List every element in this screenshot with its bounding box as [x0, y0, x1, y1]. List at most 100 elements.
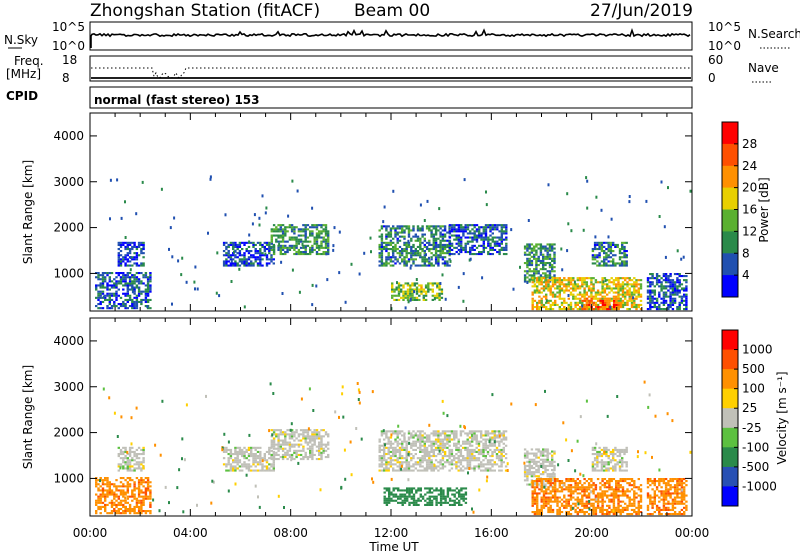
velocity-data-cell [277, 433, 279, 435]
velocity-data-cell [547, 455, 549, 457]
velocity-data-cell [136, 463, 138, 465]
power-data-cell [672, 302, 674, 304]
velocity-data-cell [127, 483, 129, 485]
power-data-cell [419, 252, 421, 254]
power-data-cell [538, 281, 540, 283]
power-data-cell [325, 245, 327, 247]
velocity-data-cell [136, 500, 138, 502]
power-data-cell [323, 247, 325, 249]
power-data-cell [289, 249, 291, 251]
velocity-data-cell [437, 439, 439, 441]
velocity-data-cell [388, 430, 390, 432]
velocity-data-cell [149, 504, 151, 506]
power-data-cell [601, 265, 603, 267]
power-data-cell [596, 242, 598, 244]
power-data-cell [608, 281, 610, 283]
power-data-cell [547, 276, 549, 278]
velocity-data-cell [403, 457, 405, 459]
velocity-data-cell [124, 512, 126, 514]
velocity-data-cell [568, 488, 570, 490]
power-data-cell [629, 283, 631, 285]
power-data-cell [416, 287, 418, 289]
velocity-data-cell [399, 455, 401, 457]
power-data-cell [559, 298, 561, 300]
velocity-data-cell [388, 467, 390, 469]
velocity-data-cell [397, 441, 399, 443]
power-data-cell [133, 289, 135, 291]
velocity-data-cell [550, 480, 552, 482]
power-data-cell [408, 236, 410, 238]
power-data-cell [456, 237, 458, 239]
power-scatter-point [146, 305, 148, 308]
power-data-cell [606, 304, 608, 306]
power-data-cell [532, 277, 534, 279]
velocity-data-cell [264, 470, 266, 472]
velocity-data-cell [538, 511, 540, 513]
velocity-data-cell [384, 487, 386, 489]
power-data-cell [631, 292, 633, 294]
power-data-cell [127, 289, 129, 291]
power-data-cell [142, 242, 144, 244]
velocity-data-cell [388, 447, 390, 449]
power-data-cell [577, 302, 579, 304]
power-data-cell [435, 227, 437, 229]
power-data-cell [410, 246, 412, 248]
velocity-data-cell [397, 498, 399, 500]
power-data-cell [570, 287, 572, 289]
power-data-cell [129, 260, 131, 262]
power-data-cell [239, 258, 241, 260]
power-data-cell [621, 248, 623, 250]
velocity-data-cell [496, 453, 498, 455]
power-data-cell [133, 274, 135, 276]
power-data-cell [665, 300, 667, 302]
velocity-data-cell [406, 447, 408, 449]
velocity-data-cell [225, 447, 227, 449]
velocity-data-cell [540, 463, 542, 465]
power-data-cell [471, 253, 473, 255]
velocity-data-cell [277, 448, 279, 450]
power-data-cell [613, 287, 615, 289]
power-data-cell [436, 297, 438, 299]
velocity-data-cell [498, 470, 500, 472]
power-data-cell [554, 304, 556, 306]
power-data-cell [129, 250, 131, 252]
velocity-data-cell [401, 441, 403, 443]
velocity-data-cell [142, 459, 144, 461]
power-data-cell [465, 251, 467, 253]
velocity-data-cell [390, 437, 392, 439]
power-data-cell [100, 295, 102, 297]
velocity-data-cell [149, 506, 151, 508]
velocity-data-cell [129, 496, 131, 498]
power-data-cell [420, 289, 422, 291]
power-scatter-point [194, 266, 196, 269]
power-data-cell [282, 235, 284, 237]
power-data-cell [651, 283, 653, 285]
power-data-cell [124, 265, 126, 267]
power-data-cell [469, 247, 471, 249]
velocity-data-cell [577, 484, 579, 486]
power-data-cell [612, 244, 614, 246]
velocity-data-cell [318, 444, 320, 446]
power-data-cell [286, 226, 288, 228]
power-data-cell [469, 230, 471, 232]
velocity-data-cell [535, 455, 537, 457]
velocity-data-cell [309, 452, 311, 454]
velocity-data-cell [410, 453, 412, 455]
power-data-cell [325, 232, 327, 234]
power-data-cell [605, 248, 607, 250]
velocity-data-cell [115, 479, 117, 481]
power-data-cell [549, 264, 551, 266]
velocity-data-cell [318, 448, 320, 450]
power-data-cell [542, 266, 544, 268]
power-data-cell [140, 282, 142, 284]
power-data-cell [327, 251, 329, 253]
power-data-cell [476, 239, 478, 241]
power-data-cell [318, 245, 320, 247]
power-data-cell [403, 238, 405, 240]
power-data-cell [115, 291, 117, 293]
velocity-data-cell [402, 504, 404, 506]
power-data-cell [102, 287, 104, 289]
power-data-cell [228, 260, 230, 262]
velocity-data-cell [552, 490, 554, 492]
power-data-cell [529, 248, 531, 250]
